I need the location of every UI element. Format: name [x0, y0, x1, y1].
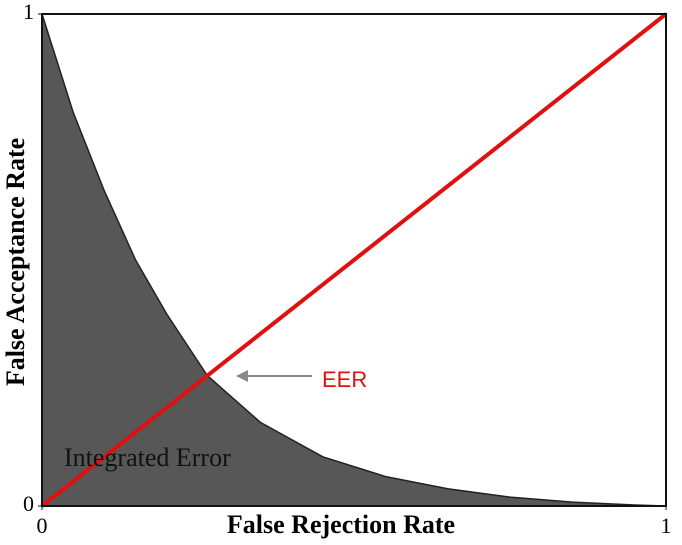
x-axis-title: False Rejection Rate	[227, 510, 455, 539]
plot-frame	[41, 13, 667, 507]
line	[40, 12, 668, 508]
annotation-integrated-error: Integrated Error	[64, 443, 231, 472]
y-tick-label: 0	[23, 491, 34, 516]
y-tick-label: 1	[23, 0, 34, 24]
annotation-eer: EER	[322, 367, 367, 392]
x-tick-label: 0	[37, 513, 48, 538]
y-axis-title: False Acceptance Rate	[1, 138, 30, 386]
annotation-arrowhead	[236, 370, 248, 382]
area-curve	[41, 13, 667, 507]
x-tick-label: 1	[661, 513, 672, 538]
